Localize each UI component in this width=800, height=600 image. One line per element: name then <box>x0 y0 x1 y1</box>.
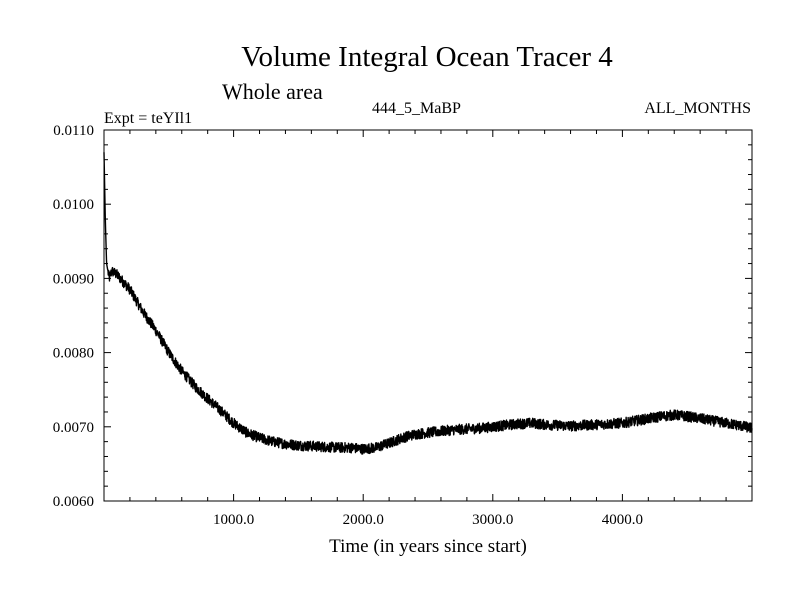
experiment-label: Expt = teYIl1 <box>104 110 192 127</box>
x-tick-label: 1000.0 <box>213 512 254 528</box>
y-tick-label: 0.0080 <box>53 346 94 362</box>
y-tick-label: 0.0070 <box>53 420 94 436</box>
y-tick-label: 0.0060 <box>53 494 94 510</box>
x-tick-label: 4000.0 <box>602 512 643 528</box>
months-label: ALL_MONTHS <box>644 100 751 117</box>
series-line <box>103 152 753 455</box>
y-axis: 0.0060 0.0070 0.0080 0.0090 0.0100 0.0110 <box>53 123 752 510</box>
plot-frame <box>103 129 753 502</box>
chart-title: Volume Integral Ocean Tracer 4 <box>241 41 613 73</box>
series-layer <box>103 152 753 455</box>
x-tick-label: 2000.0 <box>343 512 384 528</box>
y-tick-label: 0.0100 <box>53 197 94 213</box>
x-axis: 1000.0 2000.0 3000.0 4000.0 <box>129 130 727 528</box>
x-tick-label: 3000.0 <box>472 512 513 528</box>
y-tick-label: 0.0110 <box>53 123 94 139</box>
y-tick-label: 0.0090 <box>53 271 94 287</box>
period-label: 444_5_MaBP <box>372 100 461 117</box>
chart-subtitle: Whole area <box>222 79 323 104</box>
x-axis-label: Time (in years since start) <box>329 536 527 557</box>
